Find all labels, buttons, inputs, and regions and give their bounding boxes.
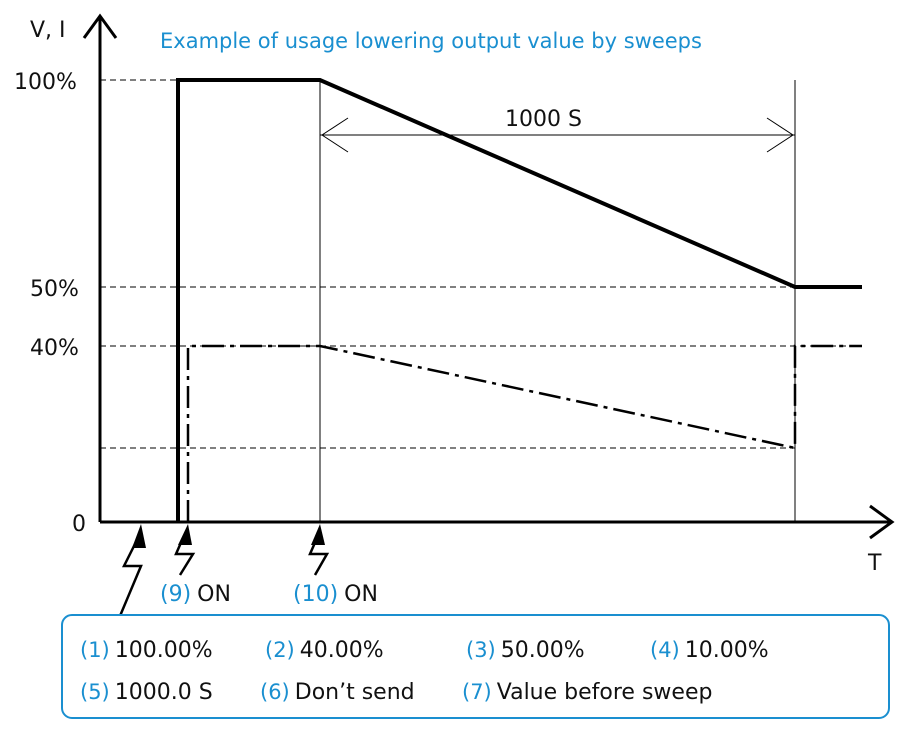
time-markers bbox=[319, 80, 796, 522]
settings-box bbox=[61, 614, 890, 719]
trigger-arrows bbox=[118, 537, 330, 617]
diagram-title: Example of usage lowering output value b… bbox=[160, 29, 702, 53]
setting-5: (5) 1000.0 S bbox=[80, 680, 213, 705]
setting-6: (6) Don’t send bbox=[260, 680, 415, 705]
settings-list: (1) 100.00% (2) 40.00% (3) 50.00% (4) 10.00%… bbox=[80, 638, 769, 705]
lightning-arrow-icon bbox=[174, 537, 196, 576]
arrowhead-icon bbox=[132, 524, 146, 548]
trigger-9: (9) ON bbox=[160, 582, 231, 607]
lightning-arrow-icon bbox=[308, 537, 330, 576]
setting-2: (2) 40.00% bbox=[265, 638, 384, 663]
voltage-line bbox=[176, 78, 862, 522]
arrowhead-icon bbox=[178, 524, 192, 545]
x-axis-label: T bbox=[867, 551, 882, 576]
setting-3: (3) 50.00% bbox=[466, 638, 585, 663]
tick-50: 50% bbox=[30, 277, 79, 302]
guide-lines bbox=[100, 79, 862, 449]
tick-40: 40% bbox=[30, 336, 79, 361]
setting-4: (4) 10.00% bbox=[650, 638, 769, 663]
y-axis-label: V, I bbox=[30, 18, 66, 43]
tick-0: 0 bbox=[72, 512, 86, 537]
setting-1: (1) 100.00% bbox=[80, 638, 213, 663]
duration-label: 1000 S bbox=[505, 107, 582, 132]
trigger-10: (10) ON bbox=[293, 582, 378, 607]
tick-100: 100% bbox=[14, 70, 77, 95]
lightning-arrow-icon bbox=[118, 539, 143, 617]
duration-arrow bbox=[320, 117, 795, 153]
current-line bbox=[186, 344, 862, 522]
arrowhead-icon bbox=[311, 524, 325, 545]
axes bbox=[82, 13, 895, 540]
setting-7: (7) Value before sweep bbox=[462, 680, 712, 705]
